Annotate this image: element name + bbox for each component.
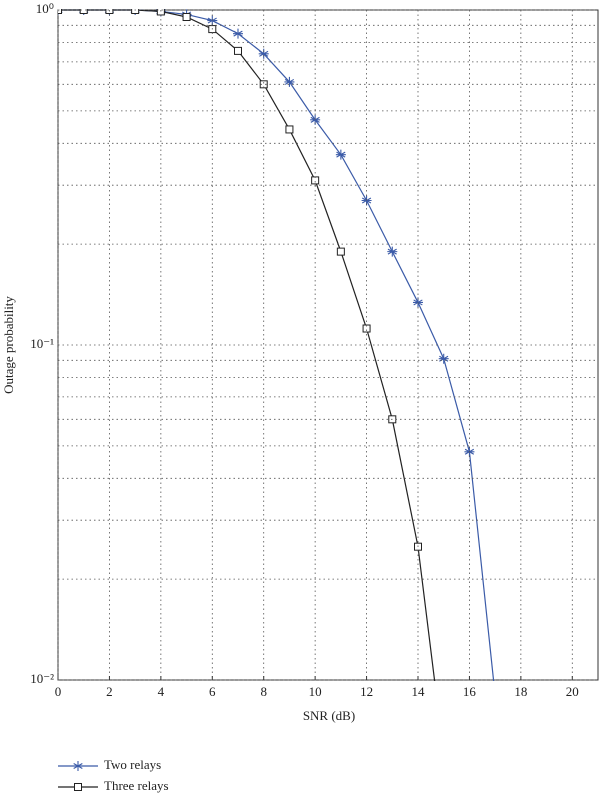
marker	[182, 13, 191, 22]
x-tick-label: 16	[463, 684, 477, 699]
marker	[284, 76, 295, 87]
marker	[79, 9, 88, 14]
x-axis-label: SNR (dB)	[303, 708, 355, 723]
legend-label: Two relays	[104, 757, 161, 772]
x-tick-label: 2	[106, 684, 113, 699]
marker	[336, 247, 345, 256]
marker	[74, 783, 82, 791]
x-tick-label: 18	[514, 684, 527, 699]
marker	[207, 15, 218, 26]
marker	[387, 246, 398, 257]
plot-area	[58, 9, 500, 758]
x-tick-label: 12	[360, 684, 373, 699]
series-line	[58, 9, 495, 681]
x-tick-label: 10	[309, 684, 322, 699]
x-tick-label: 20	[566, 684, 579, 699]
marker	[440, 751, 447, 758]
x-tick-label: 4	[158, 684, 165, 699]
marker	[234, 46, 242, 55]
y-tick-label: 10⁰	[36, 1, 54, 16]
series-line	[58, 9, 436, 681]
marker	[285, 125, 294, 134]
x-tick-label: 8	[260, 684, 267, 699]
marker	[335, 149, 346, 160]
marker	[438, 353, 449, 364]
x-tick-label: 6	[209, 684, 216, 699]
x-tick-label: 0	[55, 684, 62, 699]
marker	[131, 9, 140, 14]
marker	[73, 761, 83, 771]
y-tick-label: 10⁻²	[30, 671, 54, 686]
y-tick-label: 10⁻¹	[30, 336, 54, 351]
legend-label: Three relays	[104, 778, 169, 793]
marker	[58, 9, 62, 14]
marker	[233, 28, 243, 39]
marker	[258, 48, 269, 59]
marker	[413, 297, 423, 308]
x-tick-label: 14	[412, 684, 426, 699]
marker	[490, 690, 500, 700]
marker	[310, 114, 321, 125]
y-axis-label: Outage probability	[1, 296, 16, 394]
